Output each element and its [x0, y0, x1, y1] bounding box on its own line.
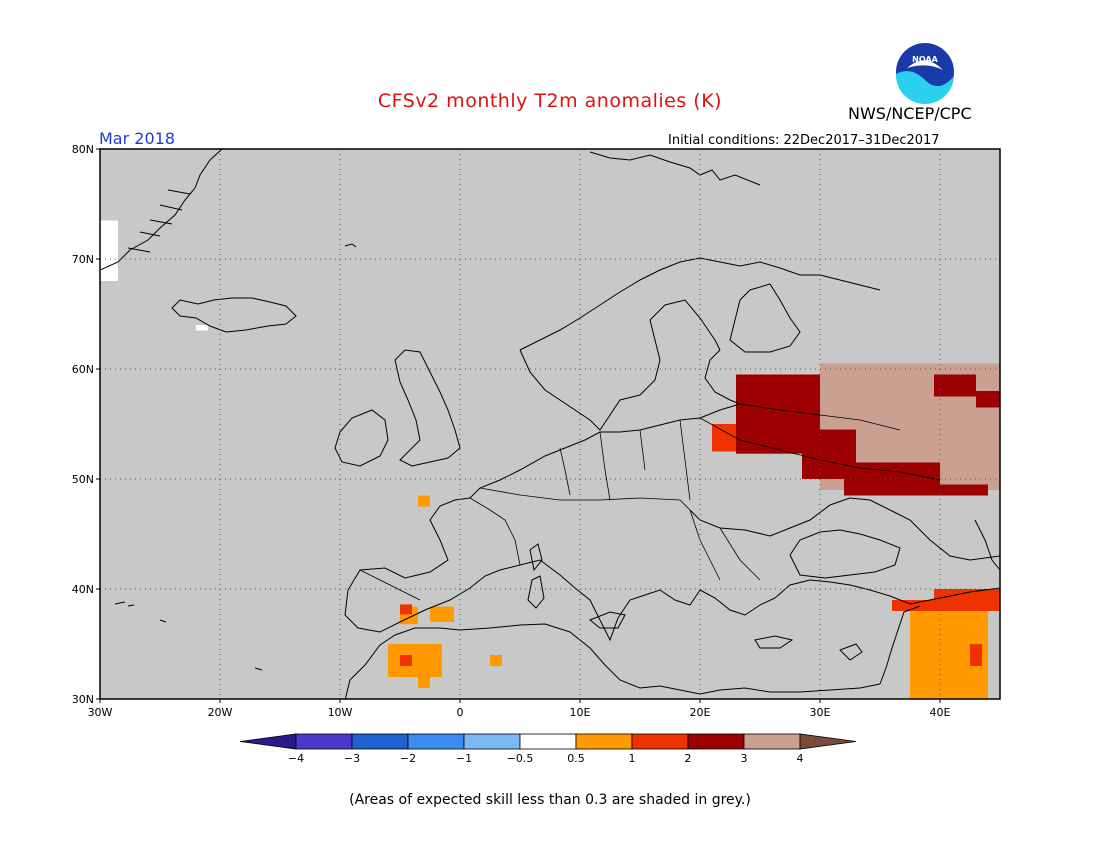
colorbar-swatch	[575, 733, 633, 750]
colorbar-arrow-high	[799, 733, 857, 750]
colorbar-swatch	[631, 733, 689, 750]
gridlines	[100, 149, 1000, 699]
colorbar-swatch	[295, 733, 353, 750]
anomaly-region-volga-edge	[976, 391, 1000, 408]
colorbar-arrow-low	[239, 733, 297, 750]
map-frame	[99, 148, 1001, 700]
colorbar-swatch	[463, 733, 521, 750]
lon-tick-label: 20E	[690, 706, 711, 719]
agency-label: NWS/NCEP/CPC	[848, 104, 972, 123]
colorbar-swatch	[687, 733, 745, 750]
lat-tick-label: 40N	[72, 583, 94, 596]
anomaly-region-spain-red	[400, 604, 412, 615]
anomaly-region-volga	[934, 374, 976, 397]
anomaly-region-caucasus	[934, 589, 1000, 611]
anomaly-region-algeria	[490, 655, 502, 666]
noaa-logo-text: NOAA	[912, 55, 938, 64]
colorbar-label: −3	[344, 752, 360, 765]
lat-tick-label: 70N	[72, 253, 94, 266]
lon-tick-label: 0	[457, 706, 464, 719]
anomaly-region-spain-east	[430, 606, 454, 622]
colorbar-swatch	[407, 733, 465, 750]
anomaly-region-atlas	[418, 677, 430, 688]
forecast-month: Mar 2018	[99, 129, 175, 148]
skill-footnote: (Areas of expected skill less than 0.3 a…	[349, 792, 751, 808]
colorbar-label: 0.5	[567, 752, 585, 765]
colorbar-label: 3	[741, 752, 748, 765]
colorbar-label: −0.5	[507, 752, 534, 765]
colorbar: −4 −3 −2 −1 −0.5 0.5 1 2 3 4	[239, 733, 857, 765]
lon-tick-label: 40E	[930, 706, 951, 719]
lon-tick-label: 10W	[328, 706, 353, 719]
lat-tick-label: 80N	[72, 143, 94, 156]
initial-conditions: Initial conditions: 22Dec2017–31Dec2017	[668, 133, 940, 148]
colorbar-swatch	[743, 733, 801, 750]
chart-title: CFSv2 monthly T2m anomalies (K)	[377, 90, 723, 112]
lon-tick-label: 20W	[208, 706, 233, 719]
colorbar-label: 2	[685, 752, 692, 765]
colorbar-label: −4	[288, 752, 304, 765]
anomaly-region-morocco-red	[400, 655, 412, 666]
anomaly-region-greenland	[100, 220, 118, 281]
anomaly-region-morocco	[388, 644, 442, 677]
lat-tick-label: 50N	[72, 473, 94, 486]
colorbar-label: 1	[629, 752, 636, 765]
lon-tick-label: 10E	[570, 706, 591, 719]
anomaly-region-iceland-tip	[196, 325, 208, 331]
lon-tick-label: 30E	[810, 706, 831, 719]
colorbar-label: −2	[400, 752, 416, 765]
anomaly-region-lithuania	[712, 424, 736, 452]
lat-tick-label: 60N	[72, 363, 94, 376]
anomaly-region-brittany	[418, 495, 430, 507]
colorbar-swatch	[519, 733, 577, 750]
noaa-logo-icon: NOAA	[893, 40, 957, 105]
colorbar-label: −1	[456, 752, 472, 765]
anomaly-region-russia-east	[940, 484, 988, 496]
anomaly-region-iraq-red	[970, 644, 982, 666]
colorbar-swatch	[351, 733, 409, 750]
lon-tick-label: 30W	[88, 706, 113, 719]
lat-tick-label: 30N	[72, 693, 94, 706]
colorbar-label: 4	[797, 752, 804, 765]
